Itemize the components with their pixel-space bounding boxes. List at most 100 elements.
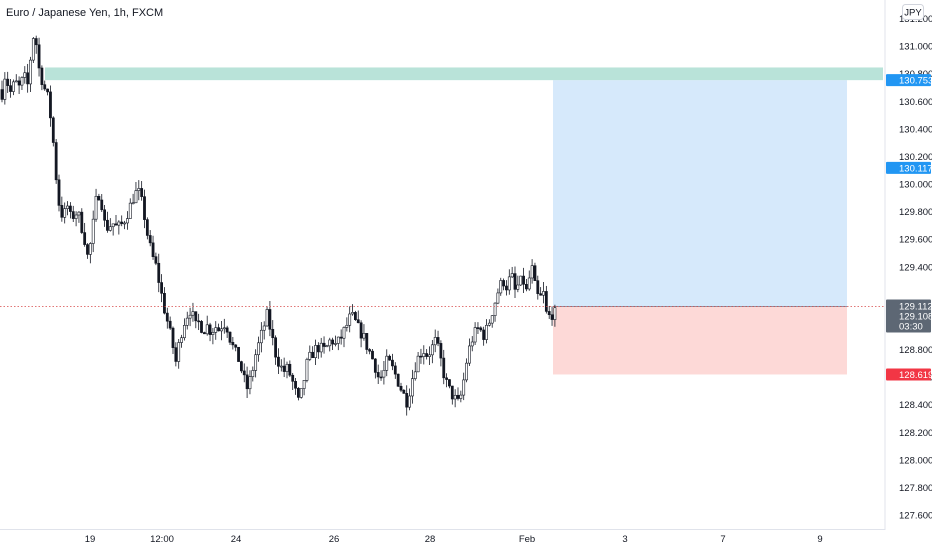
candle <box>296 387 300 401</box>
position-zones <box>45 67 883 375</box>
candle <box>456 387 460 401</box>
candle <box>336 336 340 351</box>
candle <box>288 360 292 378</box>
time-tick-label: Feb <box>519 534 535 545</box>
candle <box>26 63 30 93</box>
candle <box>533 262 537 281</box>
candle <box>274 335 278 365</box>
target-zone[interactable] <box>553 80 847 307</box>
candle <box>342 326 346 348</box>
candle <box>470 336 474 352</box>
candle <box>71 205 75 222</box>
candle <box>462 372 466 401</box>
candle <box>43 80 47 91</box>
candle <box>6 71 10 93</box>
candle <box>513 266 517 298</box>
price-axis[interactable] <box>885 0 932 530</box>
candle <box>37 37 41 77</box>
candle <box>436 330 440 347</box>
candle <box>433 329 437 353</box>
candle <box>334 335 337 347</box>
candle <box>365 333 369 355</box>
candle <box>416 352 420 373</box>
candle <box>422 345 426 365</box>
candle <box>507 269 511 295</box>
candle <box>140 181 144 201</box>
candle <box>123 220 126 230</box>
candle <box>345 317 349 332</box>
candle <box>222 318 226 334</box>
candle <box>257 336 260 362</box>
candle <box>502 278 506 291</box>
candle <box>425 349 429 360</box>
candle <box>108 218 112 232</box>
candle <box>319 337 323 358</box>
candle <box>553 304 557 327</box>
price-tick-label: 127.800 <box>899 483 932 494</box>
candle <box>376 364 380 384</box>
candle <box>419 348 423 364</box>
candle <box>126 211 129 230</box>
candle <box>522 267 525 293</box>
candle <box>234 344 238 352</box>
candle <box>97 193 101 201</box>
candle <box>259 322 263 353</box>
candle <box>14 74 18 83</box>
candle <box>262 321 266 340</box>
candle <box>228 331 232 345</box>
currency-badge[interactable]: JPY <box>902 4 924 20</box>
candle <box>510 266 514 279</box>
time-tick-label: 12:00 <box>150 534 174 545</box>
candle <box>410 369 414 404</box>
candle <box>194 311 198 329</box>
candle <box>379 370 383 381</box>
supply-price-tag: 130.753 <box>886 74 932 87</box>
candle <box>31 37 35 63</box>
price-tick-label: 129.400 <box>899 262 932 273</box>
candle <box>174 342 178 367</box>
candle <box>519 275 523 286</box>
candle <box>487 319 491 327</box>
chart-title: Euro / Japanese Yen, 1h, FXCM <box>6 7 163 19</box>
candle <box>277 348 280 374</box>
candle <box>88 242 92 264</box>
price-tick-label: 130.200 <box>899 152 932 163</box>
stop-zone[interactable] <box>553 306 847 375</box>
candle <box>493 302 497 322</box>
time-axis-ticks[interactable]: 19 12:00 24 26 28 Feb 3 7 9 <box>85 534 823 545</box>
price-tick-label: 130.400 <box>899 124 932 135</box>
time-tick-label: 7 <box>720 534 725 545</box>
price-tick-label: 128.000 <box>899 455 932 466</box>
candle <box>151 235 155 260</box>
candle <box>499 277 503 296</box>
candle <box>285 361 289 379</box>
candle <box>254 349 258 378</box>
candle <box>302 380 306 396</box>
candle <box>331 337 335 351</box>
candle <box>448 379 451 389</box>
candle <box>200 320 203 334</box>
candle <box>154 252 158 266</box>
candle <box>527 270 531 291</box>
candle <box>131 193 135 205</box>
candle <box>439 340 443 367</box>
candle <box>359 320 363 348</box>
candle <box>391 353 394 371</box>
candle <box>211 327 215 345</box>
candle <box>23 66 27 84</box>
supply-zone[interactable] <box>45 67 883 81</box>
candle <box>353 310 357 321</box>
candle <box>231 336 235 350</box>
candle <box>405 385 409 416</box>
candle <box>399 382 403 393</box>
candle <box>465 358 468 383</box>
candle <box>183 318 186 341</box>
candle <box>356 310 360 324</box>
current-price-label: 129.112 <box>899 301 932 312</box>
candle <box>40 65 44 91</box>
candle <box>516 275 520 293</box>
candles-layer <box>0 35 557 416</box>
candle <box>220 320 223 341</box>
